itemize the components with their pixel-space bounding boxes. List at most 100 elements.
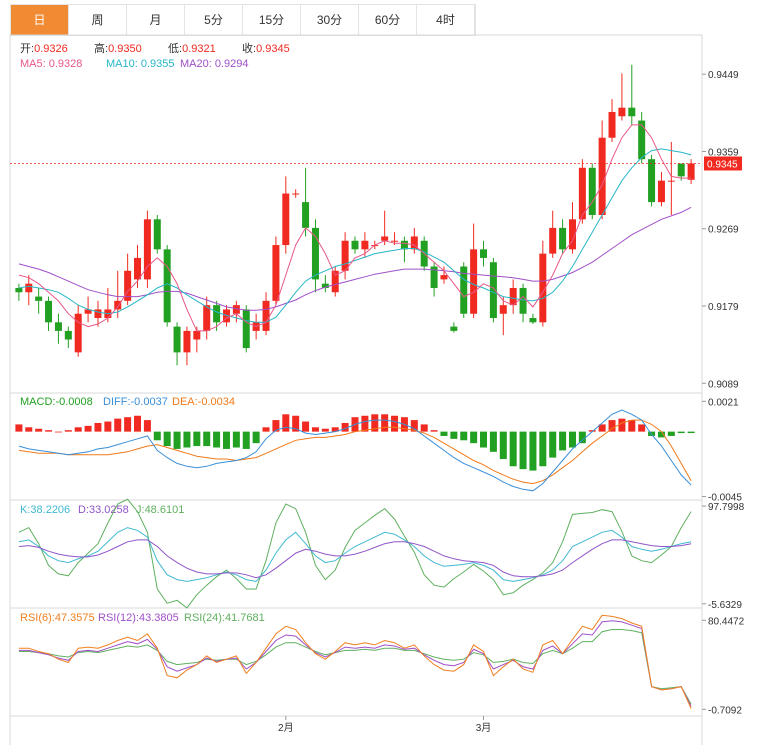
macd-bar xyxy=(450,431,458,439)
ohlc-legend-item: 收:0.9345 xyxy=(242,41,290,55)
ohlc-legend-value: 0.9321 xyxy=(182,43,216,55)
macd-bar xyxy=(242,431,250,449)
candle-body xyxy=(648,159,656,203)
candle-body xyxy=(509,287,517,306)
tab-0[interactable]: 日 xyxy=(11,5,69,35)
ohlc-legend-label: 收: xyxy=(242,41,256,55)
candle-body xyxy=(618,107,626,117)
tab-7[interactable]: 4时 xyxy=(417,5,475,35)
ma10-line xyxy=(18,148,692,323)
macd-bar xyxy=(687,431,695,434)
candle-body xyxy=(134,257,142,280)
macd-bar xyxy=(677,431,685,434)
macd-bar xyxy=(638,424,646,432)
macd-bar xyxy=(598,424,606,432)
candle-body xyxy=(173,326,181,353)
k-line xyxy=(18,527,692,582)
candle-body xyxy=(499,305,507,314)
j-line xyxy=(18,498,692,609)
ohlc-legend-label: 高: xyxy=(94,41,108,55)
legend-label: DIFF: xyxy=(103,396,131,408)
legend-label: MACD: xyxy=(20,396,55,408)
macd-bar xyxy=(470,431,478,444)
macd-bar xyxy=(519,431,527,470)
candle-body xyxy=(608,111,616,138)
macd-bar xyxy=(440,431,448,436)
macd-bar xyxy=(667,431,675,436)
kdj-legend-item: D:33.0258 xyxy=(78,504,129,516)
tab-6[interactable]: 60分 xyxy=(359,5,417,35)
macd-bar xyxy=(509,431,517,467)
candle-body xyxy=(311,227,319,280)
rsi6-line xyxy=(18,614,692,709)
legend-label: D: xyxy=(78,504,89,516)
ma-legend-value: 0.9355 xyxy=(141,58,175,70)
tab-1[interactable]: 周 xyxy=(69,5,127,35)
candle-body xyxy=(351,240,359,250)
macd-bar xyxy=(559,431,567,451)
ma-legend-label: MA10: xyxy=(106,58,141,70)
macd-bar xyxy=(311,427,319,432)
macd-bar xyxy=(341,422,349,432)
legend-label: DEA: xyxy=(172,396,198,408)
candle-body xyxy=(94,309,102,319)
candle-body xyxy=(638,120,646,160)
legend-value: 43.3805 xyxy=(139,612,179,624)
last-price-tag xyxy=(704,156,742,171)
macd-tick-label: -0.0045 xyxy=(708,493,742,504)
legend-value: 41.7681 xyxy=(225,612,265,624)
macd-bar xyxy=(410,420,418,432)
kdj-tick-label: -5.6329 xyxy=(708,600,742,611)
tab-3[interactable]: 5分 xyxy=(185,5,243,35)
macd-bar xyxy=(84,425,92,432)
macd-bar xyxy=(608,420,616,432)
candle-body xyxy=(153,219,161,250)
macd-bar xyxy=(153,431,161,441)
macd-pane xyxy=(15,409,695,492)
tab-5[interactable]: 30分 xyxy=(301,5,359,35)
ohlc-legend-item: 高:0.9350 xyxy=(94,41,142,55)
candle-body xyxy=(163,249,171,323)
price-tick-label: 0.9269 xyxy=(708,225,739,236)
candle-body xyxy=(143,219,151,280)
candle-body xyxy=(193,330,201,340)
legend-label: RSI(6): xyxy=(20,612,55,624)
macd-bar xyxy=(203,431,211,447)
macd-bar xyxy=(282,414,290,432)
kdj-legend-item: J:48.6101 xyxy=(136,504,184,516)
candle-body xyxy=(64,330,72,340)
ohlc-legend-item: 开:0.9326 xyxy=(20,43,68,55)
legend-value: 38.2206 xyxy=(30,504,70,516)
macd-bar xyxy=(588,430,596,432)
macd-bar xyxy=(64,430,72,432)
diff-line xyxy=(18,409,692,492)
candle-body xyxy=(203,305,211,331)
tab-2[interactable]: 月 xyxy=(127,5,185,35)
rsi12-line xyxy=(18,620,692,707)
candle-body xyxy=(35,296,43,301)
ma-legend-item: MA20: 0.9294 xyxy=(180,58,249,70)
rsi24-line xyxy=(18,629,692,705)
candle-body xyxy=(578,167,586,220)
candle-body xyxy=(410,236,418,250)
macd-bar xyxy=(331,427,339,432)
candle-body xyxy=(242,309,250,349)
ohlc-legend-value: 0.9326 xyxy=(34,43,68,55)
price-tick-label: 0.9179 xyxy=(708,302,739,313)
candle-body xyxy=(114,300,122,310)
macd-bar xyxy=(124,417,132,432)
tab-4[interactable]: 15分 xyxy=(243,5,301,35)
candle-body xyxy=(539,253,547,323)
macd-bar xyxy=(232,431,240,448)
macd-bar xyxy=(193,431,201,447)
candle-body xyxy=(272,245,280,301)
legend-value: 48.6101 xyxy=(145,504,185,516)
macd-bar xyxy=(578,431,586,444)
kdj-legend-item: K:38.2206 xyxy=(20,504,70,516)
candle-body xyxy=(45,300,53,323)
ma-legend-item: MA10: 0.9355 xyxy=(106,58,175,70)
macd-bar xyxy=(45,430,53,432)
x-tick-label: 2月 xyxy=(278,722,294,734)
kdj-pane xyxy=(18,498,692,609)
macd-bar xyxy=(618,418,626,432)
